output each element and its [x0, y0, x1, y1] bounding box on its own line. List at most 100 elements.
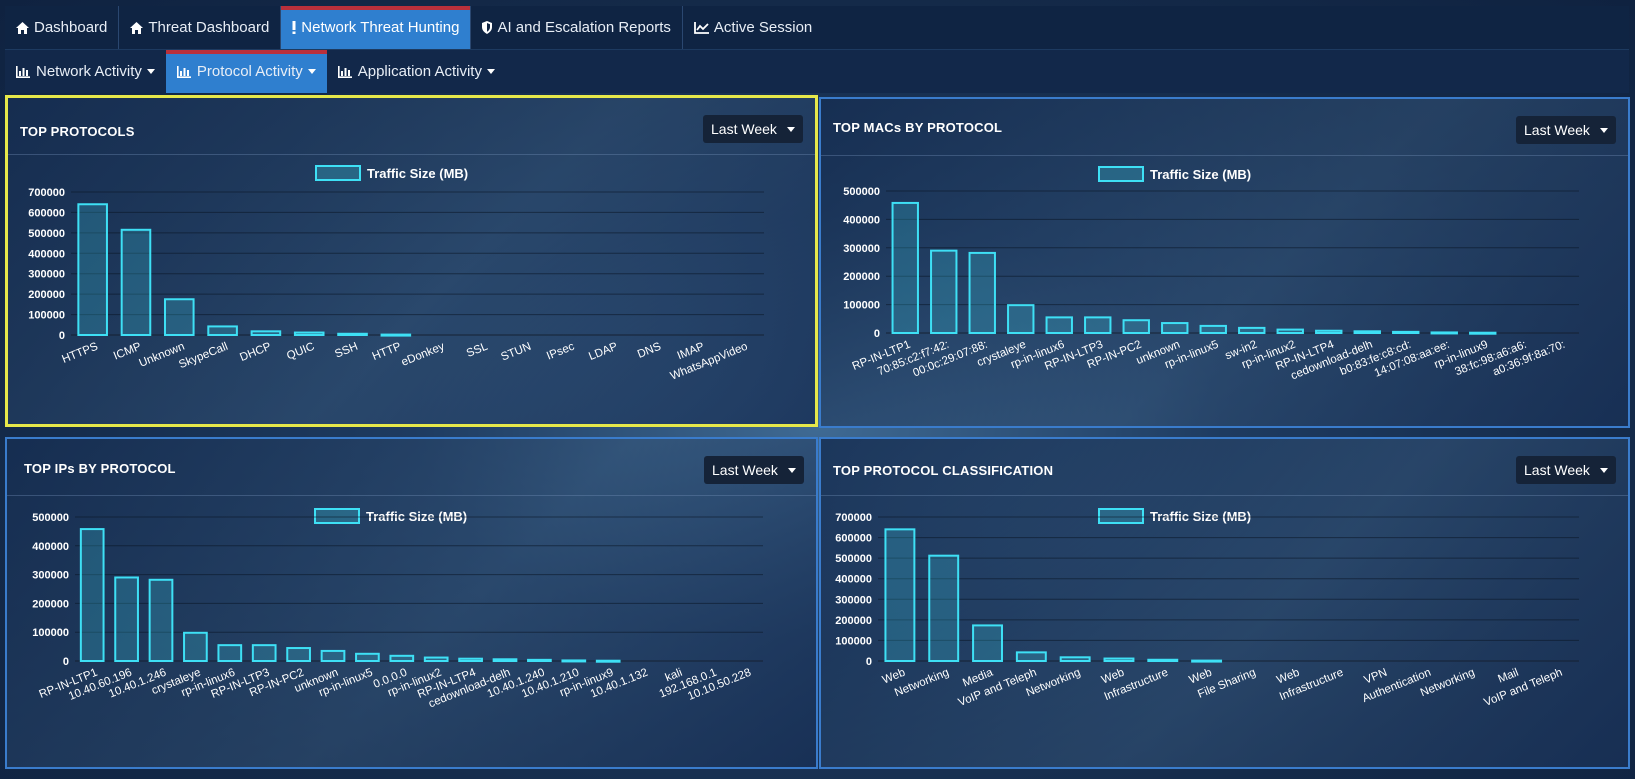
bar — [148, 578, 174, 662]
bar-chart-icon — [176, 65, 191, 78]
y-tick-label: 200000 — [32, 598, 69, 610]
tab-dashboard[interactable]: Dashboard — [5, 6, 120, 49]
y-tick-label: 300000 — [28, 269, 65, 281]
bar — [163, 298, 195, 336]
period-value: Last Week — [712, 462, 778, 478]
tab-label: Dashboard — [34, 19, 108, 36]
x-tick-label: LDAP — [587, 341, 620, 364]
subtab-protocol-activity[interactable]: Protocol Activity — [165, 50, 327, 93]
bar — [380, 333, 412, 337]
bar — [1084, 316, 1112, 335]
bar — [1430, 331, 1458, 335]
bar — [561, 659, 587, 663]
bar-chart: Traffic Size (MB) 500000 400000 300000 20000… — [843, 166, 1579, 382]
bar — [1045, 316, 1073, 335]
bar — [217, 644, 243, 663]
y-tick-label: 300000 — [843, 243, 880, 255]
bar-chart: Traffic Size (MB)70000060000050000040000… — [28, 165, 764, 383]
y-tick-label: 400000 — [843, 214, 880, 226]
chevron-down-icon — [788, 467, 796, 473]
legend-swatch — [314, 508, 360, 524]
y-tick-label: 200000 — [835, 615, 872, 627]
y-tick-label: 200000 — [28, 289, 65, 301]
period-select[interactable]: Last Week — [703, 115, 803, 143]
bar — [1122, 319, 1150, 335]
shield-icon — [482, 21, 493, 34]
bar — [1392, 330, 1420, 334]
tab-label: Threat Dashboard — [148, 19, 270, 36]
bar — [293, 331, 325, 336]
bar — [1059, 656, 1091, 663]
tab-threat-dashboard[interactable]: Threat Dashboard — [119, 6, 282, 49]
period-select[interactable]: Last Week — [704, 456, 804, 484]
y-tick-label: 500000 — [835, 553, 872, 565]
bar — [1015, 651, 1047, 663]
x-tick-label: SSL — [465, 340, 490, 359]
tab-active-session[interactable]: Active Session — [683, 6, 823, 49]
period-value: Last Week — [1524, 462, 1590, 478]
y-tick-label: 400000 — [835, 574, 872, 586]
bar — [930, 249, 958, 334]
x-tick-label: VoIP and Teleph — [1482, 667, 1564, 709]
line-chart-icon — [693, 21, 709, 34]
y-tick-label: 200000 — [843, 271, 880, 283]
bar — [114, 576, 139, 662]
bar — [251, 644, 277, 663]
legend-swatch — [1098, 508, 1144, 524]
bar — [355, 652, 380, 663]
panel-top-protocols: TOP PROTOCOLS Last Week Traffic Size (MB… — [5, 95, 818, 427]
panel-top-ips-by-protocol: TOP IPs BY PROTOCOL Last Week Traffic Si… — [5, 437, 818, 769]
tab-network-threat-hunting[interactable]: Network Threat Hunting — [281, 6, 472, 49]
chevron-down-icon — [1600, 467, 1608, 473]
y-tick-label: 700000 — [835, 512, 872, 524]
chevron-down-icon — [787, 126, 795, 132]
y-tick-label: 500000 — [843, 186, 880, 198]
subtab-label: Application Activity — [357, 63, 482, 80]
tab-label: Active Session — [713, 19, 813, 36]
main-nav: Dashboard Threat Dashboard Network Threa… — [5, 6, 1629, 50]
chevron-down-icon — [307, 69, 316, 74]
bar — [1238, 326, 1266, 335]
exclamation-icon — [292, 21, 296, 34]
panel-header: TOP MACs BY PROTOCOL Last Week — [821, 99, 1628, 156]
bar-chart: Traffic Size (MB)70000060000050000040000… — [835, 508, 1579, 709]
bar-chart-icon — [337, 65, 352, 78]
x-tick-label: eDonkey — [400, 341, 447, 369]
tab-label: AI and Escalation Reports — [497, 19, 671, 36]
x-tick-label: DNS — [636, 341, 663, 361]
y-tick-label: 600000 — [28, 207, 65, 219]
bar-chart-icon — [16, 65, 30, 78]
x-tick-label: Mail — [1496, 667, 1520, 686]
panel-header: TOP PROTOCOLS Last Week — [8, 98, 815, 155]
tab-ai-escalation-reports[interactable]: AI and Escalation Reports — [471, 6, 683, 49]
chevron-down-icon — [146, 69, 155, 74]
bar — [79, 528, 105, 663]
legend-swatch — [1098, 166, 1144, 182]
bar — [1191, 659, 1223, 663]
y-tick-label: 100000 — [32, 627, 69, 639]
panel-top-protocol-classification: TOP PROTOCOL CLASSIFICATION Last Week Tr… — [819, 437, 1630, 769]
subtab-network-activity[interactable]: Network Activity — [5, 50, 166, 93]
period-value: Last Week — [1524, 122, 1590, 138]
y-tick-label: 300000 — [32, 570, 69, 582]
period-select[interactable]: Last Week — [1516, 456, 1616, 484]
y-tick-label: 400000 — [32, 541, 69, 553]
bar — [928, 554, 960, 662]
bar — [595, 659, 621, 663]
bar — [1161, 322, 1189, 334]
panel-title: TOP PROTOCOLS — [20, 124, 135, 139]
bar — [458, 657, 483, 662]
period-select[interactable]: Last Week — [1516, 116, 1616, 144]
subtab-application-activity[interactable]: Application Activity — [327, 50, 506, 93]
bar — [120, 228, 152, 336]
bar — [77, 203, 108, 336]
y-tick-label: 400000 — [28, 248, 65, 260]
panel-title: TOP MACs BY PROTOCOL — [833, 120, 1003, 135]
y-tick-label: 300000 — [835, 594, 872, 606]
legend-label: Traffic Size (MB) — [367, 166, 468, 181]
x-tick-label: kali — [664, 667, 685, 685]
x-tick-label: DHCP — [238, 341, 273, 364]
y-tick-label: 500000 — [32, 512, 69, 524]
tab-label: Network Threat Hunting — [301, 19, 460, 36]
y-tick-label: 600000 — [835, 533, 872, 545]
